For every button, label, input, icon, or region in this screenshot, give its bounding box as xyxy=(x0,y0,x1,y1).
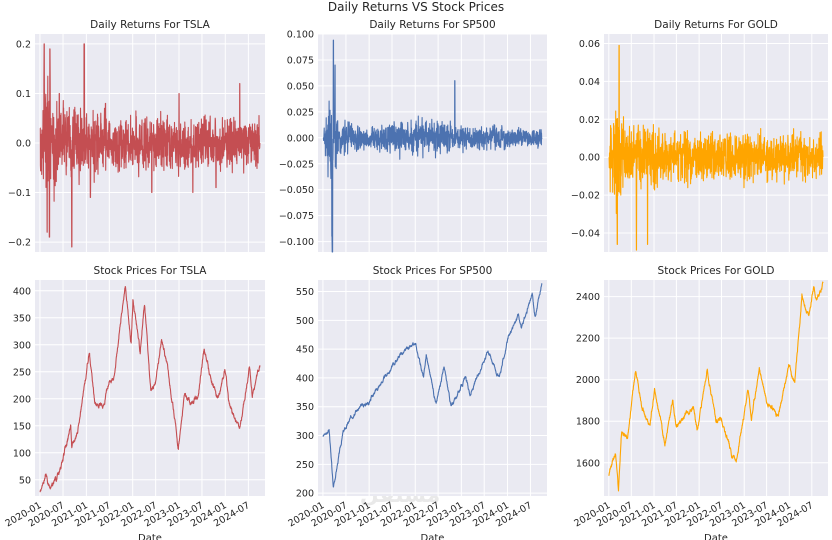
subplot-6: Stock Prices For GOLD 1600 1800 2000 2200 240… xyxy=(572,265,828,540)
subplot-2: Daily Returns For SP500 −0.100 −0.075 −0.05… xyxy=(279,19,547,253)
subplot-4: Stock Prices For TSLA 50 100 150 200 250 300 35… xyxy=(4,265,265,540)
y-tick-label: −0.075 xyxy=(279,211,314,222)
x-axis-label: Date xyxy=(138,533,162,540)
subplot-title: Stock Prices For TSLA xyxy=(94,265,208,277)
y-tick-label: 0.025 xyxy=(287,107,314,118)
series-line xyxy=(39,285,261,493)
y-tick-label: 200 xyxy=(296,489,314,500)
y-tick-label: 0.04 xyxy=(579,77,600,88)
y-tick-label: 300 xyxy=(296,431,314,442)
y-tick-label: 500 xyxy=(296,316,314,327)
y-tick-label: 0.1 xyxy=(16,89,31,100)
y-tick-label: 1800 xyxy=(576,417,600,428)
subplot-title: Stock Prices For GOLD xyxy=(658,265,775,277)
y-tick-label: 0.050 xyxy=(287,81,314,92)
y-tick-label: 550 xyxy=(296,287,314,298)
subplot-3: Daily Returns For GOLD −0.04 −0.02 0.00 0.02… xyxy=(571,19,828,252)
y-tick-label: 400 xyxy=(13,286,31,297)
subplot-1: Daily Returns For TSLA −0.2 −0.1 0.0 0.1 0.2 xyxy=(8,19,265,252)
y-tick-label: −0.1 xyxy=(8,188,31,199)
subplot-title: Daily Returns For GOLD xyxy=(654,19,778,31)
series-line xyxy=(39,43,261,248)
y-tick-label: 0.100 xyxy=(287,30,314,41)
subplot-title: Daily Returns For TSLA xyxy=(90,19,210,31)
y-tick-label: 2400 xyxy=(576,292,600,303)
y-tick-label: −0.02 xyxy=(571,191,600,202)
x-axis-label: Date xyxy=(704,533,728,540)
y-tick-label: 350 xyxy=(13,313,31,324)
y-tick-label: 0.0 xyxy=(16,139,31,150)
y-tick-label: 0.075 xyxy=(287,55,314,66)
y-tick-label: 2200 xyxy=(576,334,600,345)
subplot-title: Stock Prices For SP500 xyxy=(373,265,493,277)
y-tick-label: −0.2 xyxy=(8,238,31,249)
y-tick-label: −0.050 xyxy=(279,185,314,196)
y-tick-label: −0.025 xyxy=(279,159,314,170)
subplot-title: Daily Returns For SP500 xyxy=(369,19,495,31)
series-line xyxy=(322,39,543,253)
y-tick-label: 1600 xyxy=(576,458,600,469)
y-tick-label: 50 xyxy=(19,475,31,486)
subplot-5: Stock Prices For SP500 200 250 300 350 400 450… xyxy=(287,265,547,540)
y-tick-label: 0.02 xyxy=(579,115,600,126)
series-line xyxy=(322,283,543,488)
y-tick-label: 300 xyxy=(13,340,31,351)
y-tick-label: −0.100 xyxy=(279,237,314,248)
plot-area xyxy=(35,280,265,496)
y-tick-label: 250 xyxy=(13,367,31,378)
series-line xyxy=(608,281,824,492)
y-tick-label: 0.00 xyxy=(579,153,600,164)
y-tick-label: 250 xyxy=(296,460,314,471)
y-tick-label: 0.000 xyxy=(287,133,314,144)
y-tick-label: 100 xyxy=(13,448,31,459)
series-line xyxy=(608,44,824,251)
y-tick-label: 150 xyxy=(13,421,31,432)
y-tick-label: 0.2 xyxy=(16,39,31,50)
y-tick-label: 400 xyxy=(296,373,314,384)
y-tick-label: 350 xyxy=(296,402,314,413)
y-tick-label: 2000 xyxy=(576,375,600,386)
y-tick-label: 0.06 xyxy=(579,39,600,50)
figure-title: Daily Returns VS Stock Prices xyxy=(328,0,504,14)
plot-area xyxy=(604,280,828,496)
y-tick-label: 450 xyxy=(296,345,314,356)
y-tick-label: 200 xyxy=(13,394,31,405)
y-tick-label: −0.04 xyxy=(571,229,600,240)
x-axis-label: Date xyxy=(421,533,445,540)
